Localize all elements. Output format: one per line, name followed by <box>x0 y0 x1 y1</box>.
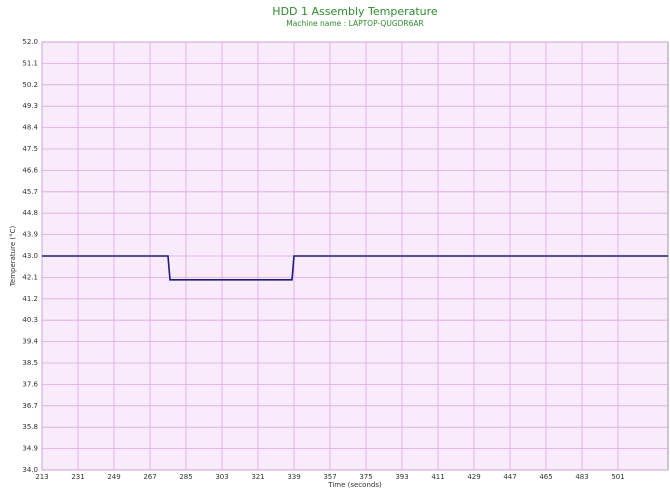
y-tick-label: 49.3 <box>22 102 38 110</box>
x-tick-label: 303 <box>215 473 228 481</box>
y-tick-label: 43.9 <box>22 231 38 239</box>
y-tick-label: 46.6 <box>22 166 38 174</box>
y-tick-label: 40.3 <box>22 316 38 324</box>
y-tick-label: 47.5 <box>22 145 38 153</box>
x-tick-label: 411 <box>431 473 444 481</box>
x-tick-label: 393 <box>395 473 408 481</box>
x-tick-label: 501 <box>611 473 624 481</box>
y-tick-label: 36.7 <box>22 402 38 410</box>
y-tick-label: 38.5 <box>22 359 38 367</box>
x-tick-label: 321 <box>251 473 264 481</box>
x-tick-label: 375 <box>359 473 372 481</box>
y-tick-label: 41.2 <box>22 295 38 303</box>
x-tick-label: 213 <box>35 473 48 481</box>
y-tick-label: 37.6 <box>22 380 38 388</box>
chart-subtitle: Machine name : LAPTOP-QUGDR6AR <box>286 19 423 28</box>
chart-title: HDD 1 Assembly Temperature <box>272 5 438 18</box>
x-tick-label: 465 <box>539 473 552 481</box>
y-tick-label: 39.4 <box>22 338 38 346</box>
y-tick-label: 42.1 <box>22 273 38 281</box>
y-tick-label: 45.7 <box>22 188 38 196</box>
y-tick-label: 48.4 <box>22 124 38 132</box>
line-series <box>42 255 668 281</box>
y-axis-label: Temperature (°C) <box>9 226 17 288</box>
x-tick-label: 483 <box>575 473 588 481</box>
x-tick-label: 447 <box>503 473 516 481</box>
y-tick-label: 50.2 <box>22 81 38 89</box>
y-tick-label: 34.0 <box>22 466 38 474</box>
x-tick-label: 357 <box>323 473 336 481</box>
x-tick-label: 339 <box>287 473 300 481</box>
x-tick-label: 285 <box>179 473 192 481</box>
y-tick-label: 34.9 <box>22 445 38 453</box>
y-tick-label: 51.1 <box>22 59 38 67</box>
y-tick-label: 35.8 <box>22 423 38 431</box>
x-tick-label: 429 <box>467 473 480 481</box>
y-tick-label: 52.0 <box>22 38 38 46</box>
x-tick-label: 249 <box>107 473 120 481</box>
y-tick-label: 43.0 <box>22 252 38 260</box>
y-tick-label: 44.8 <box>22 209 38 217</box>
x-axis-label: Time (seconds) <box>327 481 382 489</box>
x-tick-label: 267 <box>143 473 156 481</box>
x-tick-label: 231 <box>71 473 84 481</box>
